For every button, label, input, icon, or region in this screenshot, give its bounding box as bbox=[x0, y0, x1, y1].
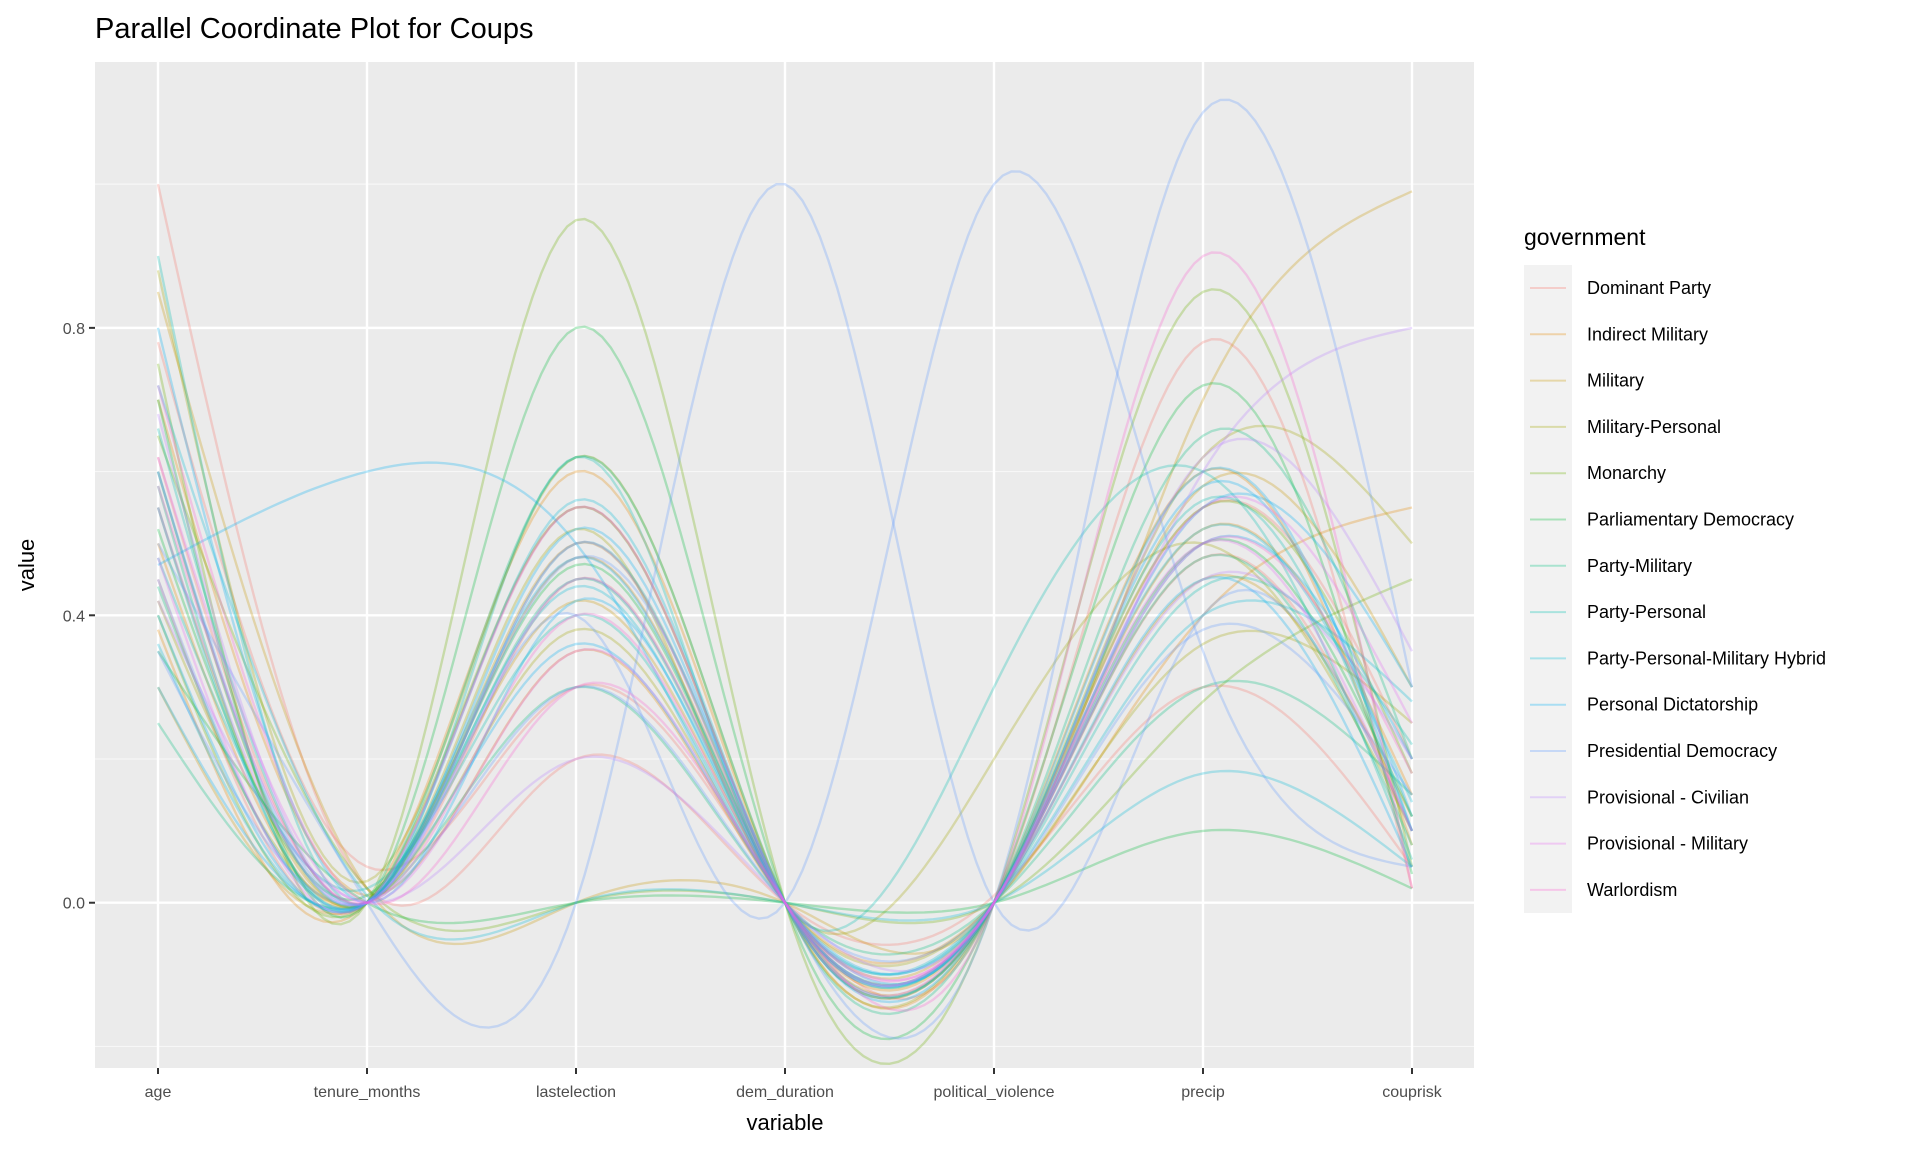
legend-item[interactable]: Military bbox=[1530, 371, 1644, 391]
series-line bbox=[156, 528, 1414, 990]
data-lines bbox=[156, 98, 1414, 1066]
x-tick-label: age bbox=[145, 1084, 172, 1101]
x-tick-label: tenure_months bbox=[314, 1084, 421, 1101]
grid-lines bbox=[95, 62, 1474, 1068]
legend-item[interactable]: Warlordism bbox=[1530, 880, 1677, 900]
series-line bbox=[156, 326, 1413, 987]
legend-item[interactable]: Provisional - Military bbox=[1530, 834, 1748, 854]
legend-item[interactable]: Personal Dictatorship bbox=[1530, 695, 1758, 715]
legend-label: Military-Personal bbox=[1587, 417, 1721, 437]
x-tick-label: dem_duration bbox=[736, 1084, 834, 1101]
series-line bbox=[156, 499, 1414, 1000]
series-line bbox=[156, 522, 1414, 992]
series-line bbox=[156, 467, 1414, 1011]
y-axis-title: value bbox=[14, 539, 39, 592]
series-line bbox=[156, 428, 1414, 999]
legend-item[interactable]: Presidential Democracy bbox=[1530, 741, 1777, 761]
legend-label: Dominant Party bbox=[1587, 278, 1711, 298]
series-line bbox=[156, 183, 1414, 1029]
y-axis: 0.0 0.4 0.8 bbox=[63, 321, 95, 913]
series-line bbox=[156, 217, 1414, 1066]
series-line bbox=[156, 399, 1413, 965]
series-line bbox=[156, 325, 1414, 1041]
legend-title: government bbox=[1524, 224, 1646, 250]
y-tick-label: 0.8 bbox=[63, 321, 85, 338]
legend-item[interactable]: Party-Personal-Military Hybrid bbox=[1530, 648, 1826, 668]
series-line bbox=[156, 170, 1413, 920]
series-line bbox=[156, 456, 1414, 982]
series-line bbox=[156, 413, 1414, 988]
legend-item[interactable]: Parliamentary Democracy bbox=[1530, 510, 1794, 530]
series-line bbox=[156, 427, 1414, 1016]
series-line bbox=[156, 575, 1414, 976]
series-line bbox=[156, 255, 1414, 933]
series-line bbox=[156, 534, 1414, 989]
series-line bbox=[156, 251, 1414, 1012]
y-tick-label: 0.0 bbox=[63, 896, 85, 913]
series-line bbox=[156, 557, 1413, 977]
series-line bbox=[156, 183, 1413, 947]
legend-label: Military bbox=[1587, 371, 1644, 391]
legend-label: Provisional - Military bbox=[1587, 834, 1748, 854]
series-line bbox=[156, 437, 1414, 973]
legend-label: Personal Dictatorship bbox=[1587, 695, 1758, 715]
x-tick-label: political_violence bbox=[934, 1084, 1055, 1101]
series-line bbox=[156, 327, 1414, 988]
series-line bbox=[156, 584, 1413, 976]
series-line bbox=[156, 435, 1413, 933]
legend-label: Parliamentary Democracy bbox=[1587, 510, 1794, 530]
legend-item[interactable]: Provisional - Civilian bbox=[1530, 787, 1749, 807]
legend: government Dominant Party Indirect Milita… bbox=[1524, 224, 1826, 913]
y-tick-label: 0.4 bbox=[63, 608, 85, 625]
series-line bbox=[156, 385, 1413, 941]
series-line bbox=[156, 471, 1414, 936]
series-line bbox=[156, 485, 1414, 983]
series-line bbox=[156, 456, 1414, 987]
series-line bbox=[157, 461, 1414, 986]
series-line bbox=[156, 190, 1413, 955]
series-line bbox=[156, 498, 1414, 1000]
series-line bbox=[156, 498, 1414, 1000]
legend-item[interactable]: Party-Military bbox=[1530, 556, 1692, 576]
legend-item[interactable]: Military-Personal bbox=[1530, 417, 1721, 437]
x-tick-label: lastelection bbox=[536, 1084, 616, 1101]
series-line bbox=[156, 622, 1413, 963]
legend-item[interactable]: Party-Personal bbox=[1530, 602, 1706, 622]
series-line bbox=[156, 600, 1413, 968]
legend-label: Warlordism bbox=[1587, 880, 1677, 900]
series-line bbox=[156, 573, 1414, 980]
legend-label: Indirect Military bbox=[1587, 324, 1708, 344]
series-line bbox=[156, 679, 1413, 956]
series-line bbox=[156, 337, 1414, 1001]
series-line bbox=[156, 466, 1414, 1004]
series-line bbox=[156, 98, 1414, 1040]
series-line bbox=[156, 505, 1414, 998]
x-axis: age tenure_months lastelection dem_duration… bbox=[145, 1068, 1443, 1101]
legend-label: Monarchy bbox=[1587, 463, 1666, 483]
series-line bbox=[156, 553, 1414, 987]
series-line bbox=[156, 650, 1413, 925]
x-tick-label: couprisk bbox=[1382, 1084, 1443, 1101]
series-line bbox=[156, 270, 1413, 1009]
legend-label: Provisional - Civilian bbox=[1587, 787, 1749, 807]
legend-item[interactable]: Dominant Party bbox=[1530, 278, 1711, 298]
legend-label: Party-Personal bbox=[1587, 602, 1706, 622]
legend-key-background bbox=[1524, 265, 1572, 913]
legend-label: Party-Military bbox=[1587, 556, 1692, 576]
chart-title: Parallel Coordinate Plot for Coups bbox=[95, 13, 533, 45]
legend-item[interactable]: Monarchy bbox=[1530, 463, 1666, 483]
series-line bbox=[156, 471, 1414, 997]
x-tick-label: precip bbox=[1181, 1084, 1225, 1101]
legend-label: Presidential Democracy bbox=[1587, 741, 1777, 761]
legend-label: Party-Personal-Military Hybrid bbox=[1587, 648, 1826, 668]
legend-item[interactable]: Indirect Military bbox=[1530, 324, 1708, 344]
x-axis-title: variable bbox=[746, 1110, 823, 1135]
